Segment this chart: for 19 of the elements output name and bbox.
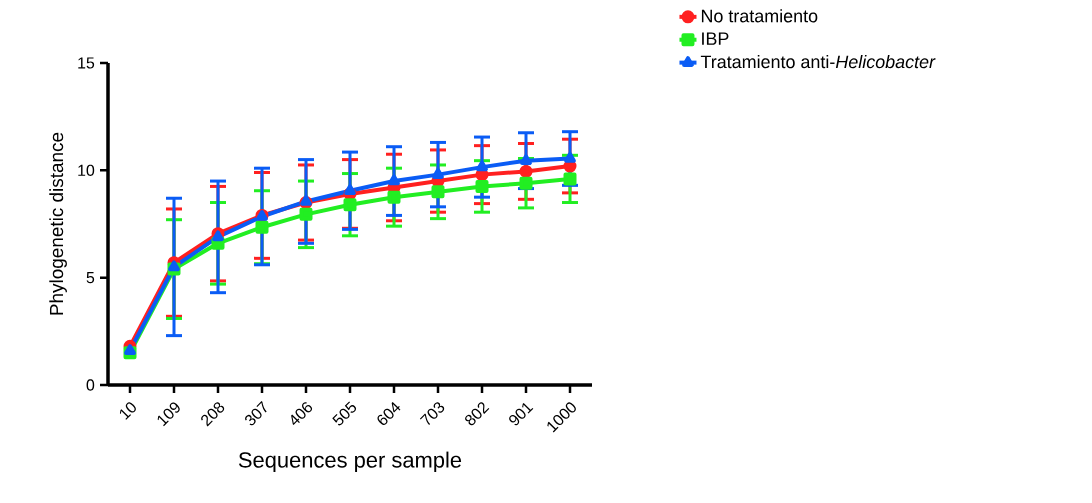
x-tick-label: 604 — [377, 401, 401, 425]
x-tick-label: 406 — [291, 402, 313, 425]
x-tick-label: 307 — [245, 401, 267, 426]
x-tick-label: 802 — [465, 402, 490, 426]
x-axis-title: Sequences per sample — [238, 451, 462, 473]
x-tick-label: 901 — [509, 402, 534, 426]
legend-label: IBP — [702, 32, 729, 45]
x-tick-label: 10 — [119, 402, 136, 420]
x-tick-label: 505 — [332, 401, 357, 426]
y-tick-label: 5 — [86, 272, 95, 284]
y-axis-title: Phylogenetic distance — [49, 132, 67, 315]
y-tick-label: 10 — [78, 164, 95, 176]
x-tick-label: 208 — [201, 402, 225, 427]
y-tick-label: 15 — [78, 57, 95, 69]
x-tick-label: 703 — [419, 402, 445, 425]
y-tick-label: 0 — [86, 379, 95, 391]
legend-label: No tratamiento — [701, 9, 818, 23]
x-tick-label: 109 — [157, 402, 180, 427]
legend-label: Tratamiento anti-Helicobacter — [700, 55, 936, 69]
